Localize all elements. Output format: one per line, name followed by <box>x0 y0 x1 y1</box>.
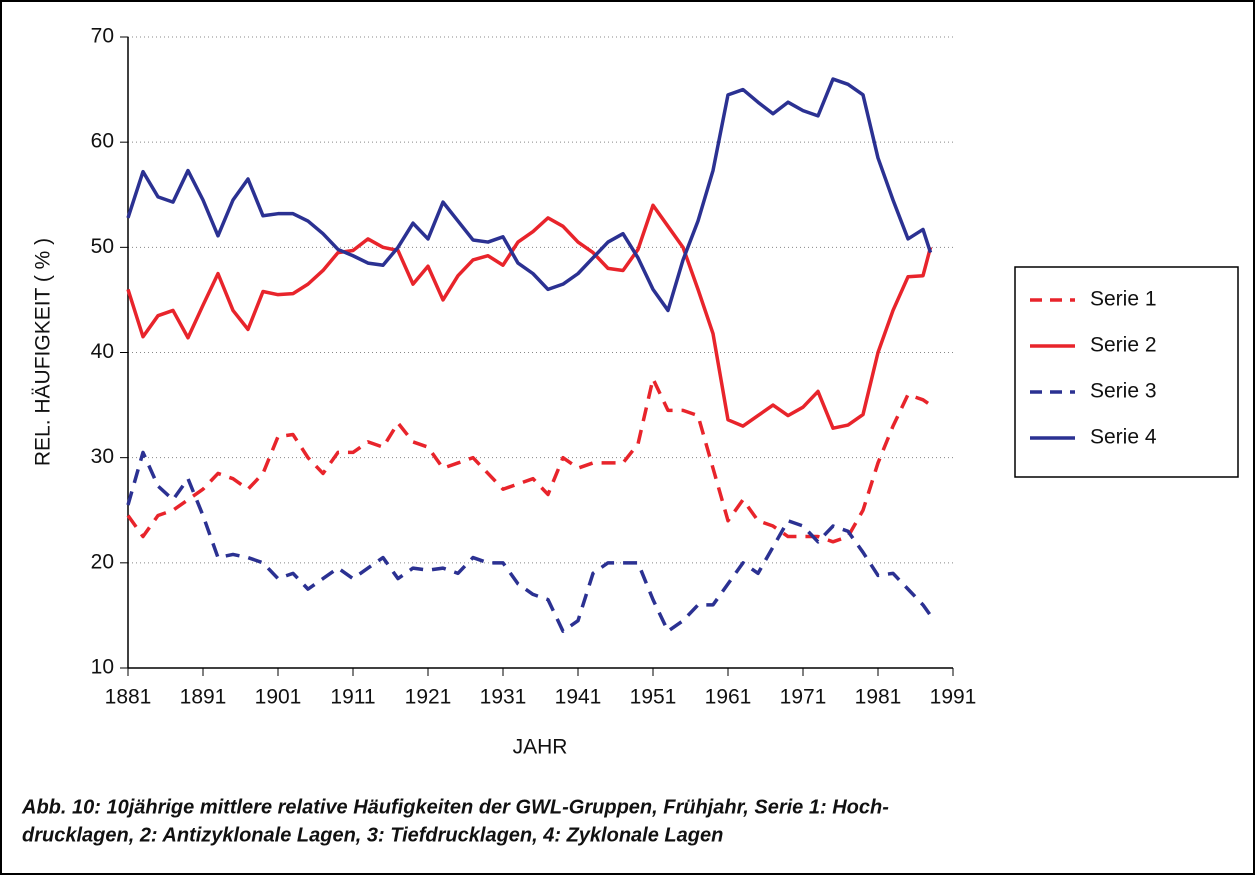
x-tick-label: 1901 <box>255 686 302 709</box>
x-tick-label: 1881 <box>105 686 152 709</box>
x-tick-label: 1961 <box>705 686 752 709</box>
x-tick-label: 1911 <box>330 686 375 709</box>
series-line <box>126 377 932 544</box>
x-tick-label: 1981 <box>855 686 902 709</box>
x-axis-label: JAHR <box>513 736 568 759</box>
x-tick-label: 1951 <box>630 686 677 709</box>
legend-box <box>1014 266 1239 478</box>
x-tick-label: 1941 <box>555 686 602 709</box>
y-tick-label: 50 <box>91 235 114 258</box>
caption: Abb. 10: 10jährige mittlere relative Häu… <box>21 796 889 818</box>
legend-label: Serie 2 <box>1090 334 1157 357</box>
series-line <box>126 450 932 633</box>
legend-label: Serie 1 <box>1090 288 1157 311</box>
caption: drucklagen, 2: Antizyklonale Lagen, 3: T… <box>22 824 723 846</box>
legend-label: Serie 4 <box>1090 426 1157 449</box>
y-tick-label: 70 <box>91 25 114 48</box>
y-tick-label: 60 <box>91 130 114 153</box>
legend-label: Serie 3 <box>1090 380 1157 403</box>
y-tick-label: 40 <box>91 340 114 363</box>
x-tick-label: 1891 <box>180 686 227 709</box>
y-tick-label: 30 <box>91 445 114 468</box>
y-tick-label: 20 <box>91 550 114 573</box>
x-tick-label: 1971 <box>780 686 827 709</box>
series-line <box>126 203 933 430</box>
x-tick-label: 1931 <box>480 686 527 709</box>
y-axis-label: REL. HÄUFIGKEIT ( % ) <box>32 238 55 466</box>
x-tick-label: 1991 <box>930 686 977 709</box>
x-tick-label: 1921 <box>405 686 452 709</box>
y-tick-label: 10 <box>91 656 114 679</box>
series-line <box>126 77 933 313</box>
